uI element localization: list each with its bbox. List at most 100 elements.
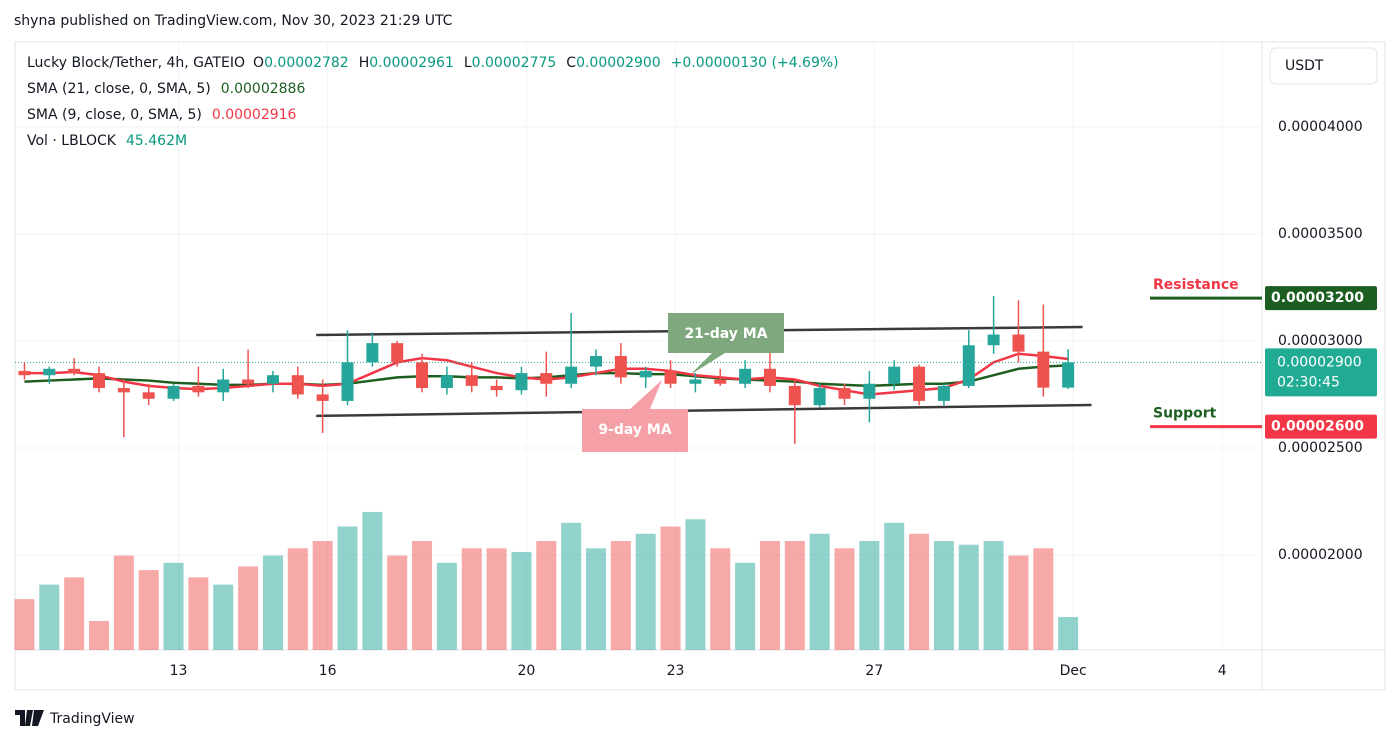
candle-body: [391, 343, 404, 363]
published: shyna published on TradingView.com, Nov …: [14, 13, 453, 29]
candle-body: [739, 368, 752, 384]
level-label: 0.00003200: [1271, 290, 1364, 306]
volume-bar: [735, 562, 756, 650]
volume-bar: [188, 577, 209, 650]
volume-bar: [958, 544, 979, 650]
candle-body: [440, 375, 453, 389]
candle-body: [217, 379, 230, 393]
currency[interactable]: USDT: [1285, 58, 1324, 74]
volume-bar: [436, 562, 457, 650]
candle-body: [838, 388, 851, 399]
volume-bar: [88, 620, 109, 650]
candle-body: [515, 373, 528, 391]
volume-value: 45.462M: [126, 133, 187, 149]
footer-logo: TradingView: [15, 710, 135, 727]
candle-body: [888, 366, 901, 384]
c-label: C: [566, 55, 576, 71]
sma21-name: SMA (21, close, 0, SMA, 5): [27, 81, 211, 97]
y-tick-label: 0.00004000: [1278, 119, 1363, 135]
volume-bar: [213, 584, 234, 650]
candle-body: [142, 392, 155, 399]
brand: TradingView: [49, 711, 135, 727]
legend-sma9: SMA (9, close, 0, SMA, 5) 0.00002916: [27, 107, 297, 123]
candle-body: [788, 385, 801, 406]
x-tick-label: 20: [518, 663, 536, 679]
volume-bar: [238, 566, 259, 650]
y-tick-label: 0.00002500: [1278, 440, 1363, 456]
volume-bar: [983, 541, 1004, 650]
volume-bar: [113, 555, 134, 650]
candle-body: [614, 355, 627, 378]
callout-21: 21-day MA: [668, 313, 784, 375]
volume-bar: [909, 533, 930, 650]
volume-bar: [685, 519, 706, 650]
callout-box: [668, 313, 784, 375]
x-tick-label: 13: [170, 663, 188, 679]
volume-bar: [486, 548, 507, 650]
candle-body: [962, 345, 975, 386]
volume-bar: [635, 533, 656, 650]
candle-body: [540, 373, 553, 384]
volume-bar: [710, 548, 731, 650]
candle-body: [1012, 334, 1025, 352]
volume-bar: [262, 555, 283, 650]
candle-body: [117, 388, 130, 393]
last-price-box: [1265, 348, 1377, 397]
volume-bar: [660, 526, 681, 650]
legend-sma21: SMA (21, close, 0, SMA, 5) 0.00002886: [27, 81, 305, 97]
volume-bar: [412, 541, 433, 650]
legend-volume: Vol · LBLOCK 45.462M: [27, 133, 187, 149]
volume-bar: [884, 522, 905, 650]
level-label: 0.00002600: [1271, 419, 1364, 435]
callout-9: 9-day MA: [582, 380, 688, 452]
l-label: L: [464, 55, 472, 71]
candle-body: [366, 343, 379, 363]
sma9-name: SMA (9, close, 0, SMA, 5): [27, 107, 202, 123]
volume-bar: [1033, 548, 1054, 650]
sma9-value: 0.00002916: [212, 107, 297, 123]
h-label: H: [359, 55, 370, 71]
y-tick-label: 0.00003500: [1278, 226, 1363, 242]
volume-bar: [387, 555, 408, 650]
volume-bar: [536, 541, 557, 650]
candle-body: [590, 355, 603, 367]
volume-bar: [859, 541, 880, 650]
volume-bar: [933, 541, 954, 650]
l-value: 0.00002775: [472, 55, 557, 71]
candle-body: [937, 385, 950, 401]
candle-body: [664, 370, 677, 384]
candle-body: [167, 385, 180, 399]
button-frame[interactable]: [1269, 47, 1378, 85]
volume-bar: [163, 562, 184, 650]
candle-body: [714, 379, 727, 384]
volume-bar: [561, 522, 582, 650]
h-value: 0.00002961: [369, 55, 454, 71]
y-tick-label: 0.00003000: [1278, 333, 1363, 349]
volume-bar: [39, 584, 60, 650]
last-price-label: 0.00002900: [1277, 354, 1362, 370]
countdown: 02:30:45: [1277, 374, 1340, 390]
candle-body: [490, 385, 503, 391]
candle-body: [913, 366, 926, 401]
x-tick-label: 16: [319, 663, 337, 679]
currency-button[interactable]: USDT: [1269, 47, 1378, 85]
volume-bar: [610, 541, 631, 650]
callout-text: 21-day MA: [684, 326, 767, 342]
volume-bar: [1008, 555, 1029, 650]
candle-body: [266, 375, 279, 384]
candle-body: [1037, 351, 1050, 388]
callout-text: 9-day MA: [598, 422, 672, 438]
level-box: [1265, 286, 1377, 311]
volume-bar: [759, 541, 780, 650]
candle-body: [416, 362, 429, 389]
candle-body: [465, 375, 478, 386]
change: +0.00000130 (+4.69%): [671, 55, 839, 71]
o-label: O: [253, 55, 264, 71]
level-name: Support: [1153, 406, 1217, 422]
volume-bar: [511, 551, 532, 650]
o-value: 0.00002782: [264, 55, 349, 71]
volume-bar: [461, 548, 482, 650]
volume-bar: [784, 541, 805, 650]
candle-body: [92, 373, 105, 389]
